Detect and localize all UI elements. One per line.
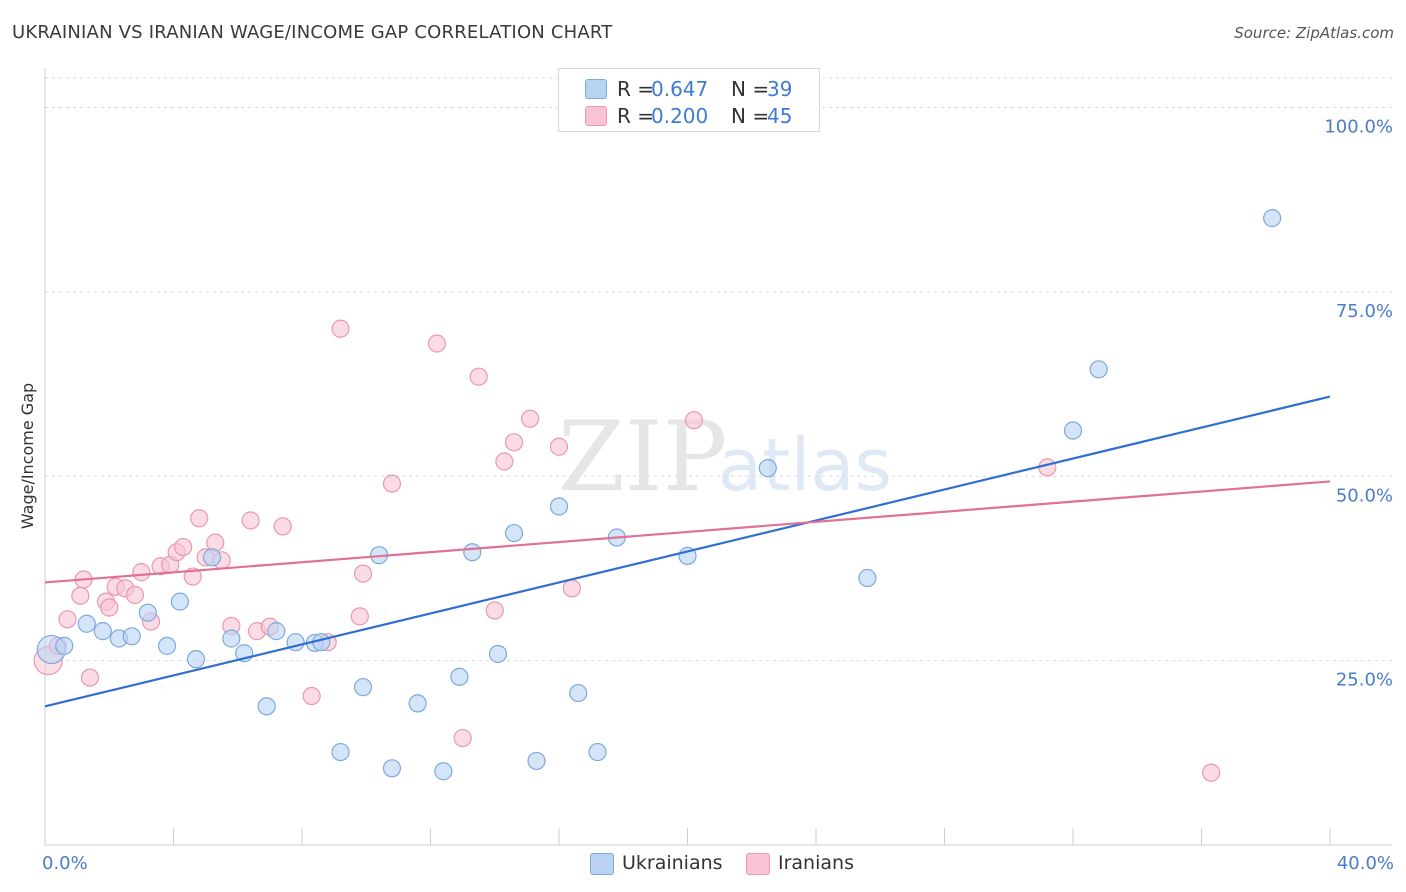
- iranians-point: [485, 601, 504, 620]
- ukrainians-point: [527, 751, 546, 771]
- iranians-point: [241, 511, 260, 530]
- r-label: R =: [617, 104, 655, 128]
- y-tick-label: 50.0%: [1336, 485, 1393, 506]
- iranians-point: [125, 585, 145, 605]
- y-axis-label: Wage/Income Gap: [18, 383, 37, 529]
- x-tick-labels: 0.0% 40.0%: [42, 853, 1394, 874]
- ukrainians-point: [569, 683, 588, 703]
- ukrainians-point: [1063, 421, 1083, 440]
- ukrainians-point: [93, 622, 112, 641]
- iranians-point: [1038, 458, 1057, 477]
- iranians-point: [190, 509, 209, 528]
- ukrainians-point: [257, 697, 276, 716]
- grid-lines: [45, 77, 1392, 662]
- iranians-point: [350, 607, 369, 626]
- series-iranians: [33, 319, 1221, 782]
- series-ukrainians: [36, 209, 1282, 781]
- ukrainians-point: [331, 742, 350, 762]
- iranians-point: [549, 437, 569, 456]
- iranians-point: [469, 367, 488, 386]
- ukrainians-swatch: [585, 79, 607, 99]
- iranians-point: [183, 567, 202, 586]
- ukrainians-label: Ukrainians: [622, 852, 723, 874]
- y-tick-labels: 25.0% 50.0% 75.0% 100.0%: [1324, 117, 1393, 691]
- iranians-point: [71, 586, 90, 605]
- iranians-point: [504, 433, 524, 452]
- ukrainians-point: [186, 650, 206, 669]
- iranians-point: [684, 411, 704, 430]
- ukrainians-point: [222, 629, 241, 648]
- ukrainians-point: [549, 497, 569, 516]
- chart-title: UKRAINIAN VS IRANIAN WAGE/INCOME GAP COR…: [12, 22, 613, 43]
- ukrainians-point: [267, 622, 286, 641]
- iranians-point: [273, 517, 292, 536]
- stats-legend: R = 0.647 N = 39 R = 0.200 N = 45: [558, 68, 820, 132]
- ukrainians-swatch: [590, 853, 614, 875]
- r-label: R =: [617, 77, 655, 101]
- iranians-point: [206, 533, 225, 552]
- ukrainians-point: [434, 762, 453, 781]
- ukrainians-point: [858, 568, 877, 588]
- iranians-point: [520, 409, 540, 428]
- n-label: N =: [731, 77, 770, 101]
- iranians-point: [331, 319, 350, 338]
- iranians-point: [132, 563, 151, 582]
- ukrainians-point: [382, 759, 402, 778]
- x-tick-label: 0.0%: [42, 853, 88, 874]
- ukrainians-point: [170, 592, 190, 611]
- iranians-point: [453, 728, 472, 748]
- ukrainians-point: [122, 627, 141, 646]
- n-label: N =: [731, 104, 770, 128]
- ukrainians-point: [77, 614, 96, 633]
- iranians-point: [80, 668, 100, 687]
- ukrainians-point: [353, 678, 373, 697]
- x-tick-label: 40.0%: [1337, 853, 1394, 874]
- iranians-point: [427, 334, 447, 353]
- trend-lines: [44, 395, 1331, 708]
- ukrainians-point: [758, 459, 777, 478]
- n-value: 45: [767, 104, 793, 128]
- iranians-point: [353, 564, 373, 583]
- ukrainians-point: [55, 636, 74, 655]
- iranians-point: [58, 610, 77, 629]
- iranians-point: [100, 598, 119, 617]
- y-tick-label: 25.0%: [1336, 670, 1393, 691]
- r-value: 0.200: [651, 104, 709, 128]
- y-tick-label: 75.0%: [1336, 301, 1393, 322]
- iranians-point: [174, 537, 193, 557]
- iranians-swatch: [746, 853, 770, 875]
- y-tick-label: 100.0%: [1324, 117, 1393, 138]
- iranians-point: [382, 474, 402, 493]
- ukrainians-trend-line: [44, 395, 1331, 708]
- iranians-point: [562, 579, 581, 598]
- ukrainians-point: [504, 523, 524, 543]
- iranians-point: [495, 452, 514, 471]
- watermark-atlas: atlas: [718, 423, 892, 507]
- iranians-swatch: [585, 106, 607, 126]
- axes: [44, 68, 1392, 846]
- ukrainians-point: [408, 694, 427, 713]
- ukrainians-point: [157, 636, 177, 655]
- ukrainians-point: [1089, 360, 1108, 379]
- ukrainians-point: [1263, 209, 1282, 228]
- ukrainians-point: [138, 603, 157, 622]
- ukrainians-point: [588, 742, 607, 762]
- watermark: ZIP atlas: [558, 401, 892, 513]
- ukrainians-point: [450, 667, 469, 686]
- source-label: Source: ZipAtlas.com: [1234, 24, 1394, 42]
- ukrainians-point: [202, 548, 222, 567]
- iranians-point: [1202, 763, 1221, 782]
- n-value: 39: [767, 77, 793, 101]
- iranians-label: Iranians: [778, 852, 854, 874]
- ukrainians-point: [463, 543, 482, 562]
- ukrainians-point: [488, 644, 508, 664]
- iranians-point: [302, 686, 321, 706]
- r-value: 0.647: [651, 77, 709, 101]
- iranians-trend-line: [44, 480, 1331, 584]
